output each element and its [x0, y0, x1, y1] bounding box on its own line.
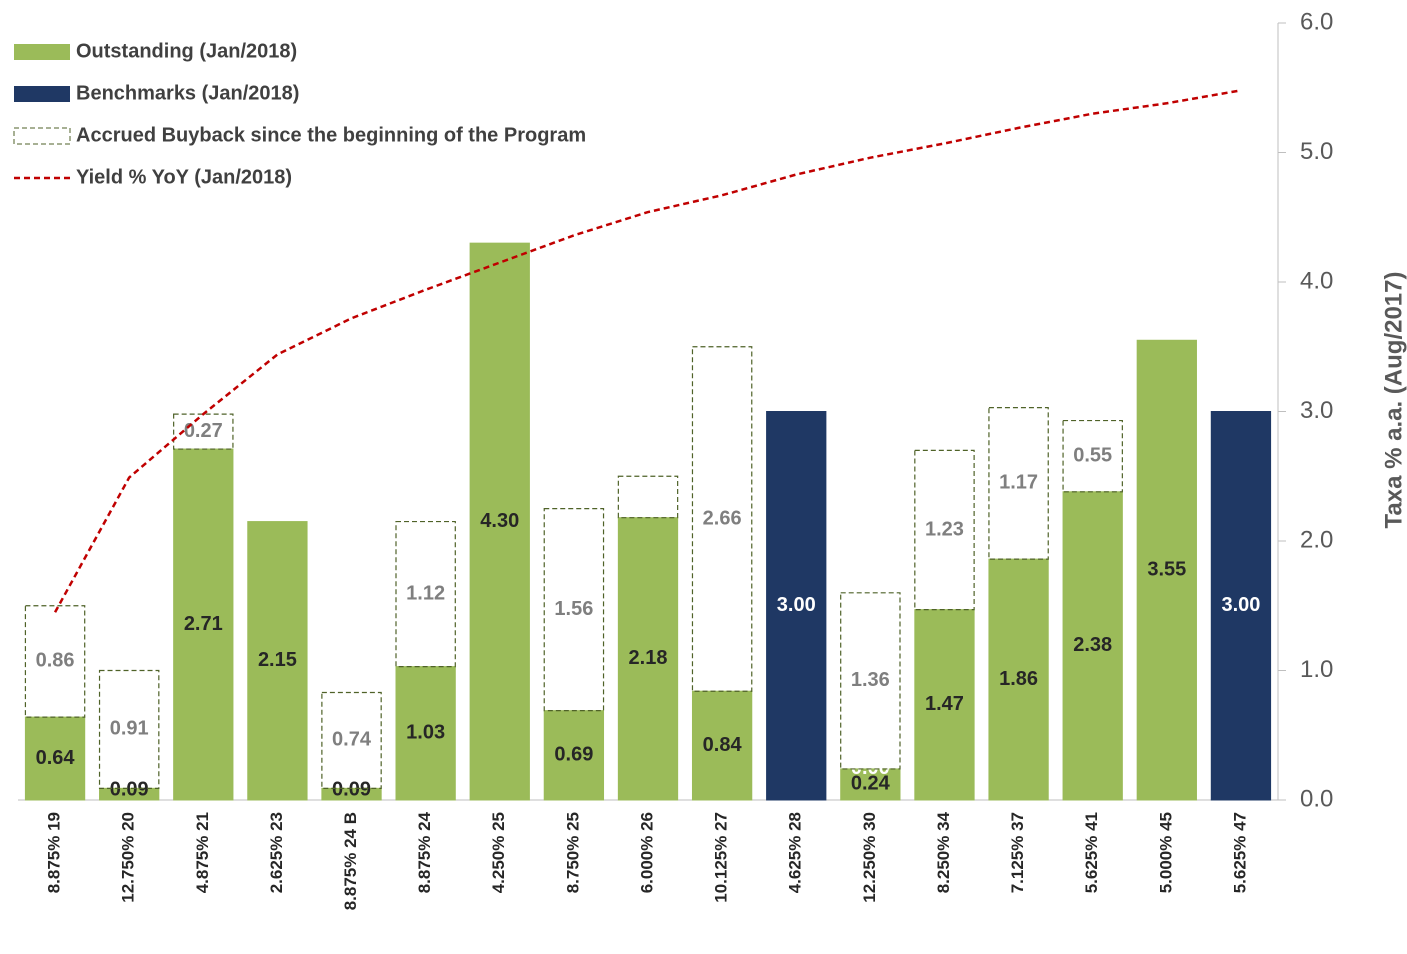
y-tick-label: 2.0 — [1300, 526, 1333, 553]
bar — [24, 716, 86, 801]
data-label: 0.74 — [332, 729, 372, 751]
legend-swatch — [14, 86, 70, 102]
x-tick-label: 8.875% 24 B — [341, 812, 360, 910]
bar — [840, 768, 901, 801]
data-label: 2.18 — [629, 647, 668, 669]
bar — [99, 787, 160, 801]
data-label: 1.86 — [999, 668, 1038, 690]
data-label: 0.55 — [1073, 444, 1112, 466]
x-tick-label: 12.250% 30 — [860, 812, 879, 903]
data-label: 1.12 — [406, 582, 445, 604]
bar — [469, 242, 530, 801]
data-label: 1.23 — [925, 518, 964, 540]
x-tick-label: 8.250% 34 — [934, 811, 953, 893]
bar — [1062, 419, 1123, 493]
bar — [617, 475, 679, 519]
bar — [1136, 339, 1197, 801]
data-label: 0.09 — [110, 778, 149, 800]
legend-label: Outstanding (Jan/2018) — [76, 40, 297, 62]
x-tick-label: 4.250% 25 — [489, 812, 508, 893]
data-label: 1.47 — [925, 693, 964, 715]
x-tick-label: 7.125% 37 — [1008, 812, 1027, 893]
x-tick-label: 8.875% 19 — [45, 812, 64, 893]
bar — [988, 407, 1049, 560]
data-label: 0.84 — [703, 734, 743, 756]
legend-swatch — [14, 44, 70, 60]
bar — [395, 666, 456, 801]
legend-label: Yield % YoY (Jan/2018) — [76, 166, 292, 188]
y-tick-label: 0.0 — [1300, 785, 1333, 812]
y-tick-label: 1.0 — [1300, 656, 1333, 683]
bar — [1062, 491, 1123, 801]
bar — [247, 521, 308, 801]
x-tick-label: 5.625% 47 — [1230, 812, 1249, 893]
data-label: 2.38 — [1073, 634, 1112, 656]
data-label: 0.91 — [110, 718, 149, 740]
y-axis-title: Taxa % a.a. (Aug/2017) — [1380, 272, 1407, 529]
data-label: 0.00 — [851, 757, 890, 779]
data-label: 0.86 — [36, 650, 75, 672]
data-label: 1.03 — [406, 722, 445, 744]
bar — [691, 690, 753, 801]
data-label: 0.64 — [36, 747, 76, 769]
bar — [691, 346, 753, 692]
data-label: 0.27 — [184, 420, 223, 442]
y-tick-label: 3.0 — [1300, 397, 1333, 424]
data-label: 3.00 — [1221, 594, 1260, 616]
x-tick-label: 12.750% 20 — [119, 812, 138, 903]
y-tick-label: 5.0 — [1300, 138, 1333, 165]
bar — [24, 605, 86, 718]
bar — [321, 691, 382, 789]
x-tick-label: 5.625% 41 — [1082, 812, 1101, 893]
data-label: 0.24 — [851, 773, 891, 795]
x-tick-label: 4.875% 21 — [193, 812, 212, 893]
x-tick-label: 8.750% 25 — [563, 812, 582, 893]
bar — [766, 411, 827, 801]
x-tick-label: 5.000% 45 — [1156, 812, 1175, 893]
data-label: 1.56 — [554, 598, 593, 620]
x-tick-label: 2.625% 23 — [267, 812, 286, 893]
data-label: 2.66 — [703, 507, 742, 529]
bar — [988, 558, 1049, 801]
data-label: 0.09 — [332, 778, 371, 800]
data-label: 1.17 — [999, 472, 1038, 494]
bar — [914, 449, 975, 611]
x-tick-label: 4.625% 28 — [786, 812, 805, 893]
x-tick-label: 6.000% 26 — [637, 812, 656, 893]
bar — [173, 413, 234, 450]
y-tick-label: 4.0 — [1300, 267, 1333, 294]
line — [53, 89, 1242, 613]
bar — [1210, 411, 1272, 801]
data-label: 2.71 — [184, 613, 223, 635]
data-label: 3.55 — [1147, 558, 1186, 580]
bar — [543, 508, 605, 712]
data-label: 3.00 — [777, 594, 816, 616]
x-tick-label: 8.875% 24 — [415, 811, 434, 893]
legend-label: Accrued Buyback since the beginning of t… — [76, 124, 586, 146]
bar — [173, 448, 234, 801]
data-label: 2.15 — [258, 649, 297, 671]
data-label: 0.69 — [554, 744, 593, 766]
data-label: 1.36 — [851, 669, 890, 691]
bar — [395, 520, 456, 668]
data-label: 4.30 — [480, 510, 519, 532]
x-tick-label: 10.125% 27 — [712, 812, 731, 903]
bar — [617, 517, 679, 801]
legend-swatch — [13, 127, 71, 145]
bar — [914, 609, 975, 801]
legend-label: Benchmarks (Jan/2018) — [76, 82, 299, 104]
bar — [840, 592, 901, 770]
y-tick-label: 6.0 — [1300, 8, 1333, 35]
